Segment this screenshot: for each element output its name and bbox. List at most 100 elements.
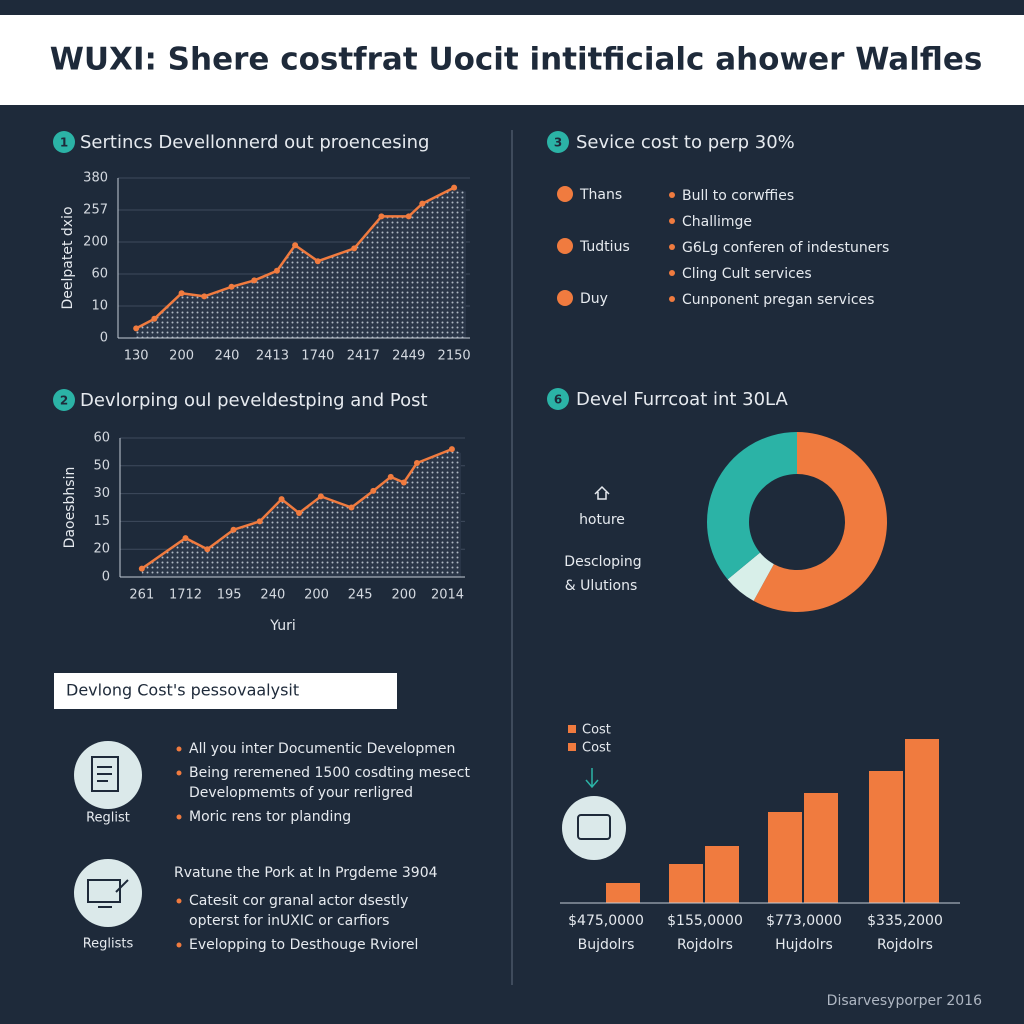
section-title: Devel Furrcoat int 30LA	[576, 389, 789, 410]
item-dot	[557, 238, 573, 254]
analysis-bullets: All you inter Documentic Developmen Being…	[176, 741, 470, 953]
item-label: Tudtius	[579, 239, 630, 255]
x-axis-title: Yuri	[269, 618, 295, 634]
bullet-dot	[669, 244, 675, 250]
analysis-title: Devlong Cost's pessovaalysit	[66, 681, 299, 700]
x-tick-label: 240	[215, 349, 240, 364]
bar	[606, 883, 640, 903]
point	[178, 290, 185, 297]
point	[314, 258, 321, 265]
y-tick-label: 0	[102, 570, 110, 585]
y-tick-label: 20	[93, 542, 110, 557]
section-title: Sevice cost to perp 30%	[576, 132, 795, 153]
bullet-text: Moric rens tor planding	[189, 809, 351, 825]
bullet-dot	[176, 746, 182, 752]
x-tick-label: 240	[260, 588, 285, 603]
donut-slice	[707, 432, 797, 580]
title-bar	[0, 15, 1024, 105]
bullet-text: Being reremened 1500 cosdting mesect	[189, 765, 470, 781]
badge	[53, 389, 75, 411]
x-tick-label: 1740	[301, 349, 334, 364]
monitor-icon	[87, 879, 121, 903]
point	[151, 315, 158, 322]
footer: Disarvesyporper 2016	[827, 993, 982, 1009]
x-tick-label: $155,0000	[667, 913, 743, 929]
bullet-text: Challimge	[682, 214, 752, 230]
bullet-text: All you inter Documentic Developmen	[189, 741, 455, 757]
y-axis-title: Deelpatet dxio	[60, 206, 76, 309]
item-dot	[557, 290, 573, 306]
item-dot	[557, 186, 573, 202]
bullet-dot	[669, 296, 675, 302]
bullet-dot	[176, 942, 182, 948]
point	[201, 293, 208, 300]
bullet-text: Cling Cult services	[682, 266, 812, 282]
item-label: Thans	[579, 187, 622, 203]
badge-number: 1	[60, 136, 68, 150]
bullet-dot	[176, 814, 182, 820]
group-heading: Rvatune the Pork at In Prgdeme 3904	[174, 865, 438, 881]
point	[273, 267, 280, 274]
point	[230, 526, 237, 533]
bullet-dot	[176, 770, 182, 776]
bullet-text: Developmemts of your rerligred	[189, 785, 413, 801]
donut-label: Descloping	[564, 554, 641, 570]
y-tick-label: 10	[91, 299, 108, 314]
badge-number: 3	[554, 136, 562, 150]
y-tick-label: 257	[83, 203, 108, 218]
services-list: Thans Tudtius Duy Bull to corwffies Challimg…	[557, 186, 889, 308]
donut-label: & Ulutions	[565, 578, 638, 594]
bullet-text: opterst for inUXIC or carfiors	[189, 913, 389, 929]
bar	[804, 793, 838, 903]
x-tick-label: $335,2000	[867, 913, 943, 929]
x-tick-label: 2413	[256, 349, 289, 364]
point	[419, 200, 426, 207]
legend-label: Cost	[582, 723, 611, 738]
area	[136, 187, 467, 338]
item-label: Duy	[580, 291, 608, 307]
legend-label: Cost	[582, 741, 611, 756]
point	[138, 565, 145, 572]
document-icon	[91, 756, 119, 792]
x-tick-label: 245	[348, 588, 373, 603]
point	[370, 487, 377, 494]
point	[204, 546, 211, 553]
point	[228, 283, 235, 290]
donut-label: hoture	[579, 512, 625, 528]
y-tick-label: 30	[93, 486, 110, 501]
point	[413, 460, 420, 467]
section-title: Sertincs Devellonnerd out proencesing	[80, 132, 429, 153]
point	[451, 184, 458, 191]
donut-slice	[727, 552, 774, 601]
analysis-box	[54, 673, 397, 709]
y-axis-title: Daoesbhsin	[62, 467, 78, 549]
bullet-text: Bull to corwffies	[682, 188, 794, 204]
badge	[53, 131, 75, 153]
monitor-stand	[98, 879, 129, 908]
y-tick-label: 200	[83, 235, 108, 250]
x-tick-sublabel: Hujdolrs	[775, 937, 833, 953]
badge	[547, 131, 569, 153]
bullet-dot	[669, 192, 675, 198]
bullet-text: Catesit cor granal actor dsestly	[189, 893, 408, 909]
x-tick-sublabel: Rojdolrs	[877, 937, 933, 953]
x-tick-label: 130	[124, 349, 149, 364]
line	[135, 186, 455, 330]
y-tick-label: 60	[93, 431, 110, 446]
legend-swatch	[568, 725, 576, 733]
legend-swatch	[568, 743, 576, 751]
x-tick-label: 200	[391, 588, 416, 603]
badge-number: 6	[554, 393, 562, 407]
point	[251, 277, 258, 284]
badge-number: 2	[60, 394, 68, 408]
x-tick-label: 2014	[431, 588, 464, 603]
y-tick-label: 380	[83, 171, 108, 186]
icon-circle	[74, 859, 142, 927]
point	[182, 535, 189, 542]
x-tick-label: 195	[217, 588, 242, 603]
point	[296, 510, 303, 517]
x-tick-label: $475,0000	[568, 913, 644, 929]
document-lines	[97, 766, 112, 782]
point	[292, 242, 299, 249]
point	[378, 213, 385, 220]
